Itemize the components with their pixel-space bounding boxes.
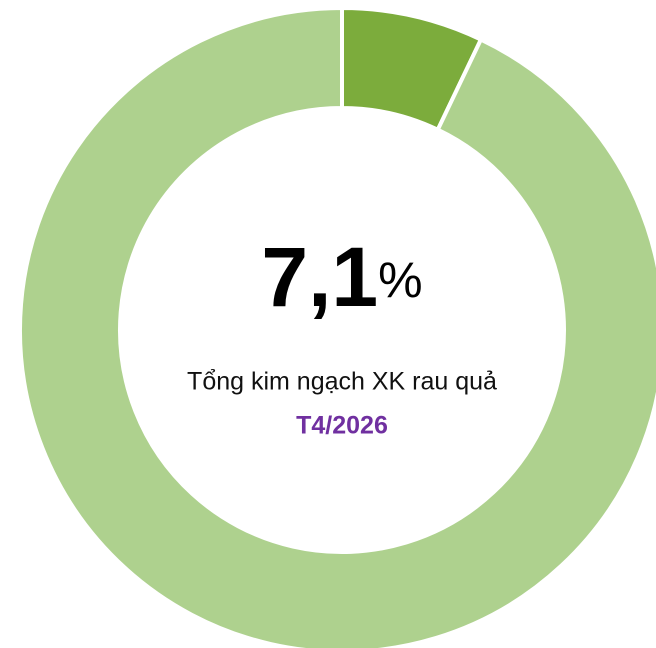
donut [18,5,656,648]
donut-segment [18,5,656,648]
center-period: T4/2026 [296,412,388,440]
center-number: 7,1 [261,230,378,324]
center-subtitle: Tổng kim ngạch XK rau quả [187,368,497,396]
center-unit: % [378,252,422,308]
center-value: 7,1% [261,230,422,324]
